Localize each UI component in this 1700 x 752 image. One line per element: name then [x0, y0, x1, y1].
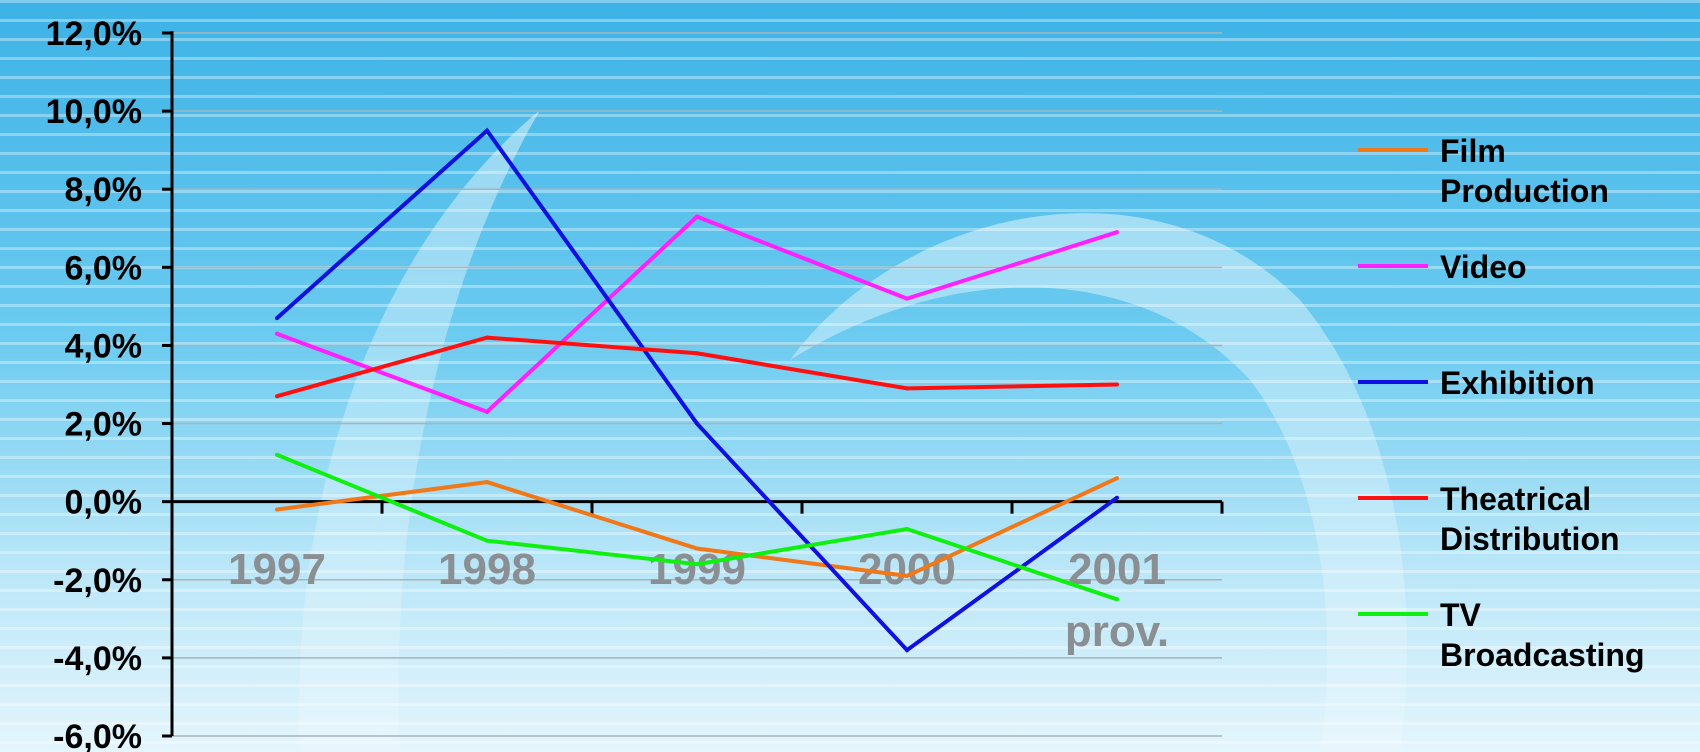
y-tick-label: 0,0% — [65, 484, 143, 522]
data-point — [275, 452, 279, 457]
data-point — [1115, 476, 1119, 481]
legend-label: Video — [1440, 249, 1527, 285]
data-point — [485, 538, 489, 543]
x-tick-label: prov. — [1065, 607, 1169, 656]
y-tick-label: -4,0% — [53, 640, 142, 678]
data-point — [1115, 495, 1119, 500]
data-point — [695, 421, 699, 426]
legend-label: Film — [1440, 133, 1506, 169]
series-lines — [275, 127, 1119, 653]
legend: Film Production Video Exhibition Theatrical D… — [1358, 133, 1644, 673]
x-tick-label: 2000 — [858, 545, 956, 594]
y-tick-label: 6,0% — [65, 249, 143, 287]
y-tick-label: 12,0% — [46, 15, 142, 53]
data-point — [905, 296, 909, 301]
data-point — [1115, 597, 1119, 602]
legend-label: TV — [1440, 597, 1482, 633]
legend-label: Production — [1440, 173, 1609, 209]
y-tick-label: -2,0% — [53, 562, 142, 600]
data-point — [275, 331, 279, 336]
data-point — [1115, 230, 1119, 235]
y-tick-labels: 12,0% 10,0% 8,0% 6,0% 4,0% 2,0% 0,0% -2,0% -4,0%… — [46, 15, 142, 752]
legend-item: Film Production — [1358, 133, 1609, 209]
data-point — [275, 394, 279, 399]
legend-label: Theatrical — [1440, 481, 1591, 517]
legend-item: Exhibition — [1358, 365, 1595, 401]
y-tick-label: 4,0% — [65, 327, 143, 365]
y-tick-label: -6,0% — [53, 718, 142, 752]
legend-label: Broadcasting — [1440, 637, 1644, 673]
data-point — [1115, 382, 1119, 387]
y-tick-label: 2,0% — [65, 406, 143, 444]
background-swoosh — [299, 110, 1407, 752]
data-point — [905, 527, 909, 532]
legend-item: Theatrical Distribution — [1358, 481, 1620, 557]
data-point — [695, 351, 699, 356]
data-point — [905, 648, 909, 653]
x-tick-label: 1998 — [438, 545, 536, 594]
data-point — [695, 562, 699, 567]
legend-label: Exhibition — [1440, 365, 1595, 401]
data-point — [695, 214, 699, 219]
x-tick-label: 1997 — [228, 545, 326, 594]
data-point — [695, 546, 699, 551]
data-point — [275, 507, 279, 512]
data-point — [905, 573, 909, 578]
data-point — [485, 409, 489, 414]
y-tick-label: 10,0% — [46, 93, 142, 131]
data-point — [275, 316, 279, 321]
data-point — [905, 386, 909, 391]
legend-item: TV Broadcasting — [1358, 597, 1644, 673]
data-point — [485, 335, 489, 340]
data-point — [485, 480, 489, 485]
legend-label: Distribution — [1440, 521, 1620, 557]
y-tick-label: 8,0% — [65, 171, 143, 209]
x-tick-label: 2001 — [1068, 545, 1166, 594]
data-point — [485, 128, 489, 133]
legend-item: Video — [1358, 249, 1527, 285]
